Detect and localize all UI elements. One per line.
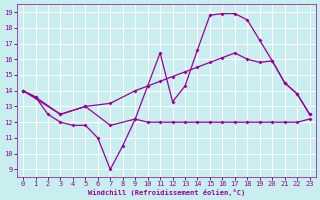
X-axis label: Windchill (Refroidissement éolien,°C): Windchill (Refroidissement éolien,°C) (88, 189, 245, 196)
